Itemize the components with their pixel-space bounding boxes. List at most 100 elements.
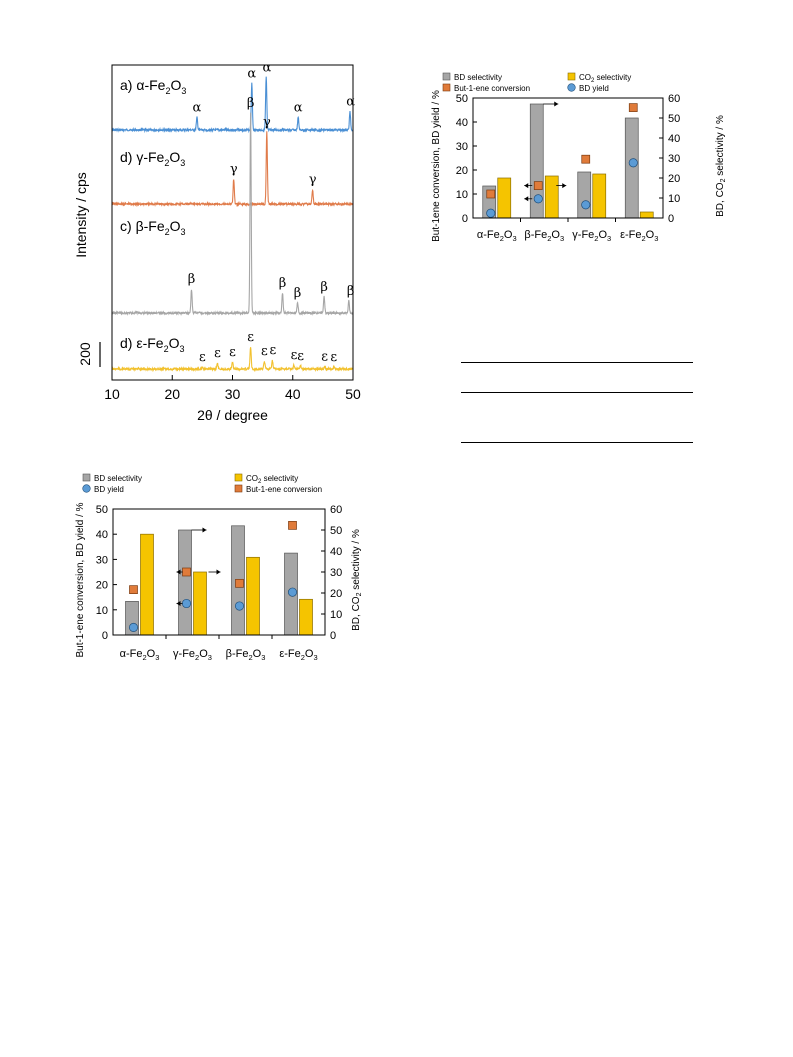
axis-indicator-arrowhead — [562, 183, 567, 189]
axis-indicator-arrowhead — [524, 196, 529, 202]
right-axis-tick-label: 10 — [668, 193, 680, 205]
category-label: γ-Fe2O3 — [572, 229, 611, 243]
xrd-scale-bar-label: 200 — [77, 342, 93, 366]
catalytic-performance-chart-bottom: BD selectivity CO2 selectivity BD yield But… — [75, 473, 363, 662]
legend-swatch-co2-selectivity — [234, 473, 243, 482]
marker-conversion — [129, 585, 138, 594]
xrd-x-tick-label: 30 — [225, 386, 241, 402]
xrd-series-label: c) β-Fe2O3 — [120, 218, 186, 237]
axis-indicator-arrowhead — [554, 101, 559, 107]
left-axis-tick-label: 0 — [462, 213, 468, 225]
legend-label-bd-selectivity: BD selectivity — [454, 73, 502, 82]
xrd-x-axis-label: 2θ / degree — [197, 407, 268, 423]
marker-bd-yield — [287, 587, 298, 597]
legend-swatch-conversion — [234, 484, 243, 493]
bar-co2-selectivity — [193, 571, 207, 636]
right-axis-tick-label: 30 — [668, 153, 680, 165]
marker-bd-yield — [234, 601, 245, 611]
xrd-peak-label: ε — [330, 350, 337, 365]
axis-indicator-arrowhead — [176, 601, 181, 606]
xrd-series-label: d) ε-Fe2O3 — [120, 335, 185, 354]
left-axis-tick-label: 50 — [456, 93, 468, 105]
right-axis-label: BD, CO2 selectivity / % — [715, 115, 727, 217]
xrd-x-tick-label: 20 — [164, 386, 180, 402]
category-label: γ-Fe2O3 — [173, 648, 212, 662]
left-axis-tick-label: 30 — [96, 554, 108, 566]
xrd-peak-label: ε — [261, 344, 268, 359]
right-axis-label: BD, CO2 selectivity / % — [351, 529, 363, 631]
legend-swatch-conversion — [442, 83, 451, 92]
legend-label-co2-selectivity: CO2 selectivity — [246, 474, 298, 485]
xrd-peak-label: γ — [309, 173, 317, 188]
xrd-x-tick-label: 50 — [345, 386, 361, 402]
xrd-peak-label: β — [279, 276, 287, 291]
xrd-peak-label: γ — [263, 115, 271, 130]
xrd-peak-label: ε — [291, 348, 298, 363]
marker-conversion — [288, 521, 297, 530]
xrd-series-label: a) α-Fe2O3 — [120, 77, 186, 96]
legend-label-bd-selectivity: BD selectivity — [94, 474, 142, 483]
xrd-peak-label: α — [294, 101, 303, 116]
bar-co2-selectivity — [639, 211, 654, 219]
bar-co2-selectivity — [299, 598, 313, 636]
legend-label-conversion: But-1-ene conversion — [454, 84, 530, 93]
bar-bd-selectivity — [624, 117, 639, 219]
marker-bd-yield — [533, 194, 543, 204]
category-label: ε-Fe2O3 — [279, 648, 317, 662]
chart-legend: BD selectivity CO2 selectivity But-1-ene c… — [442, 72, 631, 93]
bar-co2-selectivity — [140, 533, 154, 636]
xrd-peak-label: ε — [247, 330, 254, 345]
xrd-peak-label: β — [294, 286, 302, 301]
xrd-trace-0 — [111, 76, 354, 134]
marker-bd-yield — [581, 200, 591, 210]
axis-indicator-arrowhead — [524, 183, 529, 189]
left-axis-tick-label: 30 — [456, 141, 468, 153]
bar-co2-selectivity — [544, 175, 559, 219]
catalytic-performance-chart-top: BD selectivity CO2 selectivity But-1-ene c… — [431, 72, 727, 243]
xrd-trace-2 — [111, 112, 354, 317]
marker-bd-yield — [486, 208, 496, 218]
right-axis-tick-label: 0 — [668, 213, 674, 225]
chart-legend: BD selectivity CO2 selectivity BD yield But… — [82, 473, 322, 494]
legend-label-bd-yield: BD yield — [579, 84, 609, 93]
xrd-peak-label: α — [247, 67, 256, 82]
category-label: α-Fe2O3 — [120, 648, 160, 662]
marker-bd-yield — [628, 158, 638, 168]
category-label: ε-Fe2O3 — [620, 229, 658, 243]
bar-bd-selectivity — [577, 171, 592, 219]
right-axis-tick-label: 0 — [330, 630, 336, 642]
xrd-peak-label: β — [320, 280, 328, 295]
marker-conversion — [486, 189, 496, 199]
axis-indicator-arrowhead — [176, 569, 181, 575]
right-axis-tick-label: 20 — [668, 173, 680, 185]
xrd-trace-3 — [111, 347, 354, 373]
right-axis-tick-label: 30 — [330, 567, 342, 579]
left-axis-tick-label: 40 — [456, 117, 468, 129]
left-axis-label: But-1-ene conversion, BD yield / % — [75, 502, 86, 657]
xrd-peak-label: β — [347, 284, 355, 299]
right-axis-tick-label: 20 — [330, 588, 342, 600]
xrd-peak-label: β — [247, 96, 255, 111]
left-axis-tick-label: 40 — [96, 529, 108, 541]
legend-label-bd-yield: BD yield — [94, 485, 124, 494]
left-axis-tick-label: 50 — [96, 504, 108, 516]
xrd-series-label: d) γ-Fe2O3 — [120, 149, 185, 168]
marker-conversion — [581, 154, 591, 164]
xrd-peak-label: α — [193, 101, 202, 116]
right-axis-tick-label: 50 — [330, 525, 342, 537]
xrd-peak-label: ε — [269, 343, 276, 358]
left-axis-tick-label: 0 — [102, 630, 108, 642]
xrd-peak-label: ε — [297, 349, 304, 364]
axis-indicator-arrowhead — [216, 569, 221, 575]
legend-label-conversion: But-1-ene conversion — [246, 485, 322, 494]
left-axis-tick-label: 10 — [96, 605, 108, 617]
left-axis-tick-label: 20 — [456, 165, 468, 177]
category-label: β-Fe2O3 — [524, 229, 564, 243]
xrd-peak-label: α — [262, 60, 271, 75]
bar-co2-selectivity — [246, 556, 260, 636]
marker-bd-yield — [181, 598, 192, 609]
right-axis-tick-label: 50 — [668, 113, 680, 125]
table-rule-top — [461, 362, 693, 363]
marker-conversion — [235, 578, 244, 588]
